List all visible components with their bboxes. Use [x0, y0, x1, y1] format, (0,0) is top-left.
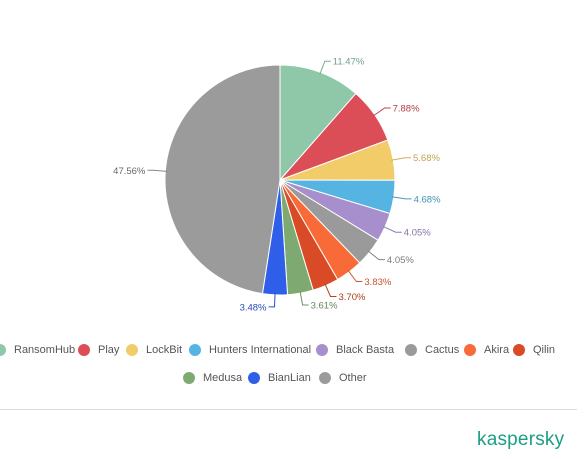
leader-line-play	[372, 107, 391, 117]
pie-slices	[164, 64, 396, 296]
legend-item-qilin[interactable]: Qilin	[513, 340, 555, 360]
legend-swatch-ransomhub	[0, 344, 6, 356]
legend-item-cactus[interactable]: Cactus	[405, 340, 459, 360]
legend-label-black-basta: Black Basta	[336, 344, 395, 356]
leader-line-hunters-international	[391, 196, 412, 200]
legend-item-other[interactable]: Other	[319, 368, 367, 388]
footer-divider	[0, 409, 577, 410]
legend-item-medusa[interactable]: Medusa	[183, 368, 242, 388]
leader-line-ransomhub	[319, 60, 331, 75]
legend-row-2: Medusa BianLian Other	[0, 368, 587, 388]
legend-label-qilin: Qilin	[533, 344, 556, 356]
legend-item-hunters-international[interactable]: Hunters International	[189, 340, 311, 360]
data-label-cactus: 4.05%	[387, 255, 414, 266]
legend-label-other: Other	[339, 372, 367, 384]
leader-line-medusa	[299, 291, 309, 306]
data-label-hunters-international: 4.68%	[414, 194, 441, 205]
legend-label-hunters-international: Hunters International	[209, 344, 312, 356]
legend-label-medusa: Medusa	[203, 372, 243, 384]
legend-label-cactus: Cactus	[425, 344, 460, 356]
data-label-play: 7.88%	[393, 104, 420, 115]
data-label-bianlian: 3.48%	[240, 302, 267, 313]
data-label-other: 47.56%	[113, 166, 146, 177]
legend-item-black-basta[interactable]: Black Basta	[316, 340, 394, 360]
leader-line-akira	[347, 269, 363, 282]
data-label-lockbit: 5.68%	[413, 153, 440, 164]
legend-label-lockbit: LockBit	[146, 344, 183, 356]
legend-label-ransomhub: RansomHub	[14, 344, 76, 356]
leader-line-cactus	[367, 250, 385, 261]
legend-swatch-akira	[464, 344, 476, 356]
data-label-qilin: 3.70%	[339, 292, 366, 303]
leader-line-bianlian	[268, 292, 276, 308]
legend-label-play: Play	[98, 344, 120, 356]
legend-swatch-black-basta	[316, 344, 328, 356]
data-label-medusa: 3.61%	[311, 301, 338, 312]
legend-swatch-bianlian	[248, 372, 260, 384]
leader-line-other	[147, 169, 168, 172]
legend-swatch-hunters-international	[189, 344, 201, 356]
pie-leader-lines	[147, 60, 412, 308]
legend-swatch-play	[78, 344, 90, 356]
legend-swatch-other	[319, 372, 331, 384]
data-label-ransomhub: 11.47%	[333, 57, 365, 68]
pie-slice-other	[164, 64, 281, 295]
legend-label-bianlian: BianLian	[268, 372, 311, 384]
legend-item-akira[interactable]: Akira	[464, 340, 509, 360]
data-label-black-basta: 4.05%	[404, 228, 431, 239]
legend-swatch-cactus	[405, 344, 417, 356]
legend-label-akira: Akira	[484, 344, 510, 356]
leader-line-black-basta	[382, 225, 402, 233]
legend-row-1: RansomHub Play LockBit Hunters Internationa…	[0, 340, 587, 360]
legend-item-lockbit[interactable]: LockBit	[126, 340, 182, 360]
legend-item-play[interactable]: Play	[78, 340, 119, 360]
legend-item-ransomhub[interactable]: RansomHub	[0, 340, 75, 360]
leader-line-lockbit	[391, 157, 411, 161]
pie-data-labels: 11.47% 7.88% 5.68% 4.68% 4.05% 4.05% 3.83% 3.70…	[113, 57, 441, 314]
kaspersky-logo: kaspersky	[477, 429, 565, 450]
leader-line-qilin	[324, 283, 337, 297]
data-label-akira: 3.83%	[364, 277, 391, 288]
legend-item-bianlian[interactable]: BianLian	[248, 368, 311, 388]
legend-swatch-lockbit	[126, 344, 138, 356]
legend-swatch-medusa	[183, 372, 195, 384]
legend-swatch-qilin	[513, 344, 525, 356]
